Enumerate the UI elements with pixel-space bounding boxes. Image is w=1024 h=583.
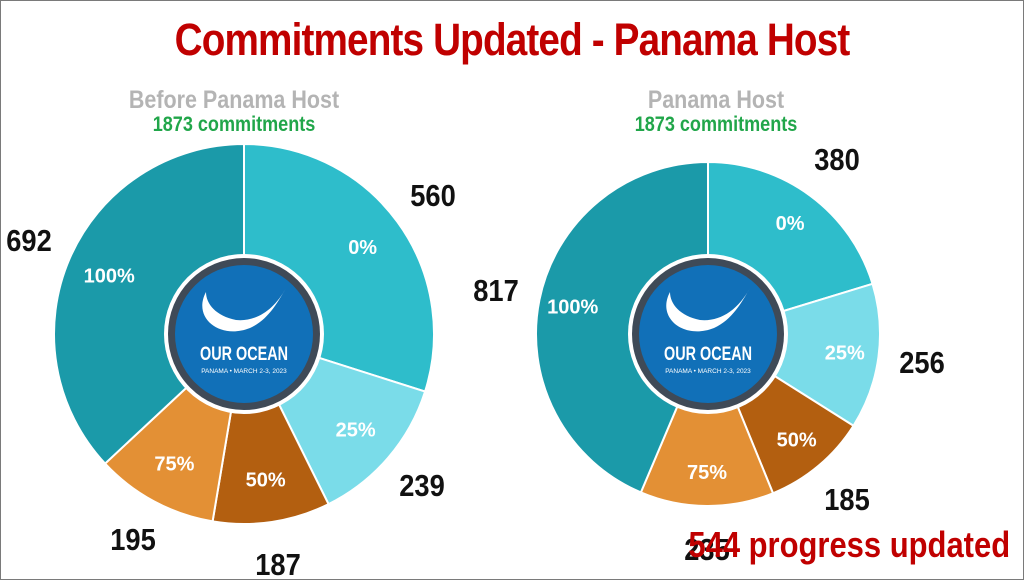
logo-name: OUR OCEAN xyxy=(664,344,752,365)
slice-100pct xyxy=(535,160,709,494)
slice-percent-label: 75% xyxy=(687,462,727,484)
left-chart-title: Before Panama Host xyxy=(128,86,340,114)
slice-value-label: 256 xyxy=(899,344,945,380)
slice-value-label: 187 xyxy=(255,547,302,583)
our-ocean-logo xyxy=(639,265,777,403)
right-chart-title: Panama Host xyxy=(647,86,785,114)
slice-percent-label: 0% xyxy=(348,237,377,259)
slice-value-label: 380 xyxy=(813,142,860,178)
slice-percent-label: 100% xyxy=(84,265,135,287)
donut-chart-panama: 0% 25% 50% 75% 100% OUR OCEAN PANAMA • MARCH 2… xyxy=(535,160,881,507)
slice-percent-label: 50% xyxy=(246,469,286,491)
slice-75pct xyxy=(639,331,775,507)
slide-title: Commitments Updated - Panama Host xyxy=(174,14,851,65)
logo-caption: PANAMA • MARCH 2-3, 2023 xyxy=(201,368,287,375)
slice-value-label: 185 xyxy=(824,481,870,517)
right-chart-header: Panama Host 1873 commitments xyxy=(566,86,866,136)
slice-25pct xyxy=(705,282,881,428)
slice-percent-label: 100% xyxy=(547,297,598,319)
slice-percent-label: 25% xyxy=(336,420,376,442)
slice-value-label: 239 xyxy=(398,468,445,504)
slice-value-label: 560 xyxy=(410,177,456,213)
logo-name: OUR OCEAN xyxy=(200,344,288,365)
logo-caption: PANAMA • MARCH 2-3, 2023 xyxy=(665,368,751,375)
slice-100pct xyxy=(53,142,245,466)
progress-updated-note: 544 progress updated xyxy=(688,524,1010,565)
slice-percent-label: 0% xyxy=(776,213,805,235)
left-chart-header: Before Panama Host 1873 commitments xyxy=(84,86,384,136)
slice-value-label: 235 xyxy=(683,531,730,567)
left-chart-subtitle: 1873 commitments xyxy=(152,113,316,136)
wave-icon xyxy=(666,288,750,332)
donut-chart-before: 0% 25% 50% 75% 100% OUR OCEAN PANAMA • MARCH 2… xyxy=(53,142,435,525)
wave-icon xyxy=(202,288,286,332)
slice-value-label: 195 xyxy=(110,522,156,558)
slice-percent-label: 25% xyxy=(825,342,865,364)
right-chart-subtitle: 1873 commitments xyxy=(634,113,798,136)
slice-value-label: 817 xyxy=(473,272,520,308)
slice-percent-label: 75% xyxy=(154,453,194,475)
slice-percent-label: 50% xyxy=(777,430,817,452)
slice-value-label: 692 xyxy=(6,222,53,258)
our-ocean-logo xyxy=(175,265,313,403)
